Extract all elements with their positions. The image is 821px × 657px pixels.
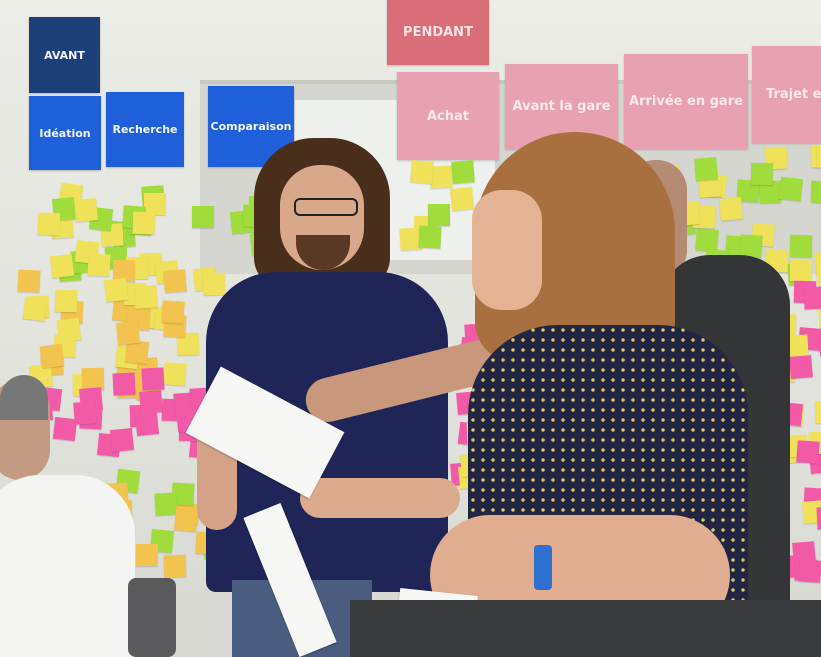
sticky-note [449, 186, 474, 211]
card-recherche: Recherche [106, 92, 184, 167]
sticky-note [134, 411, 159, 436]
sticky-note [73, 197, 98, 222]
card-avant: AVANT [29, 17, 100, 93]
sticky-note [750, 162, 773, 185]
sticky-note [409, 159, 434, 184]
sticky-note [138, 389, 163, 414]
table [350, 600, 821, 657]
sticky-note [161, 300, 185, 324]
sticky-note [49, 253, 74, 279]
sticky-note [418, 225, 442, 249]
sticky-note [163, 362, 187, 386]
sticky-note [451, 159, 476, 184]
sticky-note [103, 277, 129, 303]
sticky-note [115, 320, 140, 345]
sticky-note [37, 212, 61, 236]
sticky-note [87, 252, 111, 277]
sticky-note [779, 177, 804, 202]
sticky-note [72, 401, 97, 425]
sticky-note [163, 554, 187, 578]
sticky-note [789, 355, 814, 380]
sticky-note [816, 145, 821, 168]
sticky-note [134, 285, 159, 309]
sticky-note [22, 296, 48, 322]
sticky-note [54, 289, 78, 312]
sticky-note [112, 372, 136, 396]
sticky-note [815, 261, 821, 287]
sticky-note [694, 156, 718, 181]
sticky-note [132, 211, 155, 235]
card-arrivee-en-gare: Arrivée en gare [624, 54, 748, 149]
sticky-note [135, 543, 158, 566]
sticky-note [796, 440, 820, 464]
sticky-note [803, 286, 821, 310]
sticky-note [174, 507, 198, 532]
sticky-note [162, 269, 187, 293]
card-ideation: Idéation [29, 96, 101, 170]
sticky-note [202, 272, 226, 296]
sticky-note [141, 367, 165, 391]
sticky-note [790, 259, 813, 282]
card-pendant: PENDANT [387, 0, 489, 65]
sticky-note [718, 196, 743, 221]
blue-wristband [534, 545, 552, 590]
sticky-note [816, 506, 821, 530]
card-trajet: Trajet e [752, 46, 821, 143]
sticky-note [814, 400, 821, 424]
sticky-note [17, 269, 41, 293]
sticky-note [109, 428, 135, 453]
sticky-note [789, 234, 812, 257]
sticky-note [427, 203, 450, 227]
card-achat: Achat [397, 72, 499, 160]
sticky-note [798, 558, 821, 583]
sticky-note [192, 205, 215, 228]
sticky-note [40, 343, 65, 368]
sticky-note [154, 491, 179, 516]
glasses-icon [294, 198, 358, 216]
sticky-note [810, 180, 821, 204]
